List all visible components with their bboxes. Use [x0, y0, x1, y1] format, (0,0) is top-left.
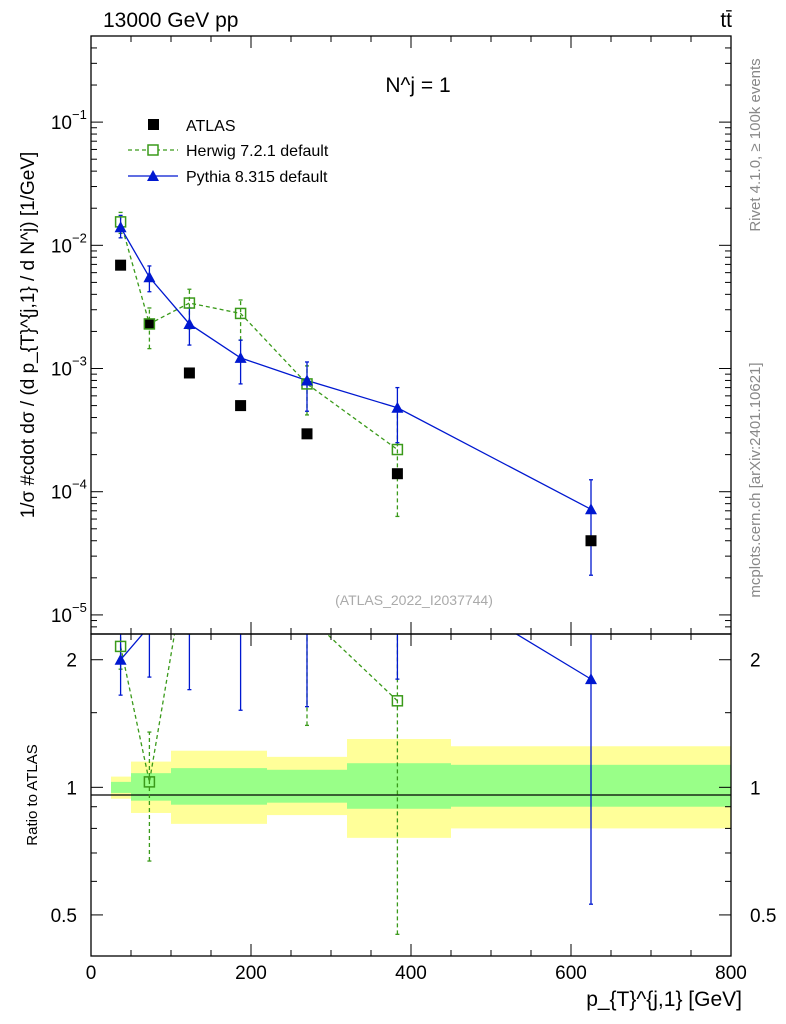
ratio-data-layer — [114, 465, 597, 935]
header-energy-label: 13000 GeV pp — [103, 9, 238, 32]
analysis-watermark: (ATLAS_2022_I2037744) — [335, 592, 493, 608]
ratio-ytick-label-left: 1 — [66, 778, 77, 799]
ratio-ytick-label-left: 0.5 — [51, 906, 77, 927]
herwig-ratio-point — [184, 541, 194, 551]
x-tick-label: 600 — [555, 963, 587, 984]
main-panel: 10−110−210−310−410−5 N^j = 1 (ATLAS_2022… — [18, 35, 732, 635]
main-ytick-exponent: −1 — [72, 107, 87, 122]
herwig-point — [183, 297, 196, 309]
ratio-ytick-label-left: 2 — [66, 651, 77, 672]
main-ytick-label: 10 — [51, 236, 72, 257]
herwig-ratio-point — [236, 465, 246, 475]
pythia-point — [234, 351, 247, 363]
legend-atlas-marker — [148, 119, 159, 130]
pythia-ratio-point — [301, 598, 313, 609]
mcplots-citation-label: mcplots.cern.ch [arXiv:2401.10621] — [747, 362, 764, 597]
pythia-point — [301, 374, 313, 386]
herwig-point — [391, 443, 404, 456]
herwig-point — [143, 318, 156, 330]
main-data-layer — [114, 211, 597, 576]
main-ytick-exponent: −2 — [72, 230, 87, 245]
ratio-axis-ticks: 0.5 0.5 1 1 2 2 0 200 400 600 800 — [51, 634, 776, 984]
ratio-frame — [90, 633, 732, 957]
legend: ATLAS Herwig 7.2.1 default Pythia 8.315 … — [128, 118, 329, 186]
legend-pythia-marker — [147, 170, 159, 181]
herwig-ratio-point — [302, 610, 312, 620]
main-y-axis-label: 1/σ #cdot dσ / (d p_{T}^{j,1} / d N^j) [… — [18, 152, 39, 519]
atlas-inner-band — [267, 769, 347, 803]
atlas-point — [143, 318, 155, 330]
herwig-ratio-point — [391, 695, 404, 707]
pythia-point — [391, 401, 404, 413]
atlas-point — [391, 468, 403, 480]
ratio-ytick-label-right: 2 — [750, 651, 761, 672]
pythia-ratio-point — [183, 613, 195, 624]
x-tick-label: 400 — [395, 963, 427, 984]
main-ytick-exponent: −5 — [72, 600, 87, 615]
atlas-point — [183, 367, 195, 379]
herwig-ratio-point — [143, 776, 156, 788]
panel-title: N^j = 1 — [385, 74, 450, 97]
legend-pythia-label: Pythia 8.315 default — [186, 169, 328, 186]
main-ytick-label: 10 — [51, 606, 72, 627]
main-ytick-label: 10 — [51, 483, 72, 504]
ratio-ytick-label-right: 1 — [750, 778, 761, 799]
header-process-label: tt̄ — [720, 9, 732, 32]
atlas-point — [115, 259, 127, 271]
atlas-point — [235, 400, 247, 412]
atlas-inner-band — [111, 781, 131, 793]
main-ytick-exponent: −4 — [72, 477, 87, 492]
ratio-y-axis-label: Ratio to ATLAS — [24, 744, 41, 845]
herwig-line — [119, 221, 398, 451]
pythia-ratio-point — [391, 556, 403, 567]
pythia-point — [143, 271, 156, 283]
main-ytick-label: 10 — [51, 113, 72, 134]
pythia-ratio-point — [143, 620, 155, 631]
x-tick-label: 0 — [86, 963, 97, 984]
atlas-point — [301, 428, 313, 440]
pythia-ratio-point — [585, 673, 597, 685]
pythia-ratio-point — [235, 616, 247, 627]
ratio-ytick-label-right: 0.5 — [750, 906, 776, 927]
ratio-panel: 0.5 0.5 1 1 2 2 0 200 400 600 800 Ratio to ATLAS p… — [24, 465, 776, 1011]
atlas-inner-band — [171, 768, 267, 805]
atlas-inner-band — [347, 763, 451, 809]
pythia-point — [585, 503, 597, 515]
herwig-ratio-line — [119, 634, 398, 783]
rivet-version-label: Rivet 4.1.0, ≥ 100k events — [747, 58, 764, 231]
legend-atlas-label: ATLAS — [186, 118, 236, 135]
x-tick-label: 200 — [235, 963, 267, 984]
x-axis-label: p_{T}^{j,1} [GeV] — [586, 988, 742, 1011]
atlas-point — [585, 535, 597, 547]
main-ytick-exponent: −3 — [72, 354, 87, 369]
ratio-uncertainty-bands — [111, 739, 731, 838]
herwig-ratio-point — [114, 640, 127, 653]
pythia-point — [114, 221, 127, 233]
pythia-ratio-point — [114, 653, 127, 665]
legend-herwig-label: Herwig 7.2.1 default — [186, 143, 329, 160]
pythia-point — [183, 317, 196, 329]
herwig-point — [234, 307, 247, 320]
x-tick-label: 800 — [715, 963, 747, 984]
legend-herwig-marker — [147, 144, 159, 156]
main-ytick-label: 10 — [51, 360, 72, 381]
